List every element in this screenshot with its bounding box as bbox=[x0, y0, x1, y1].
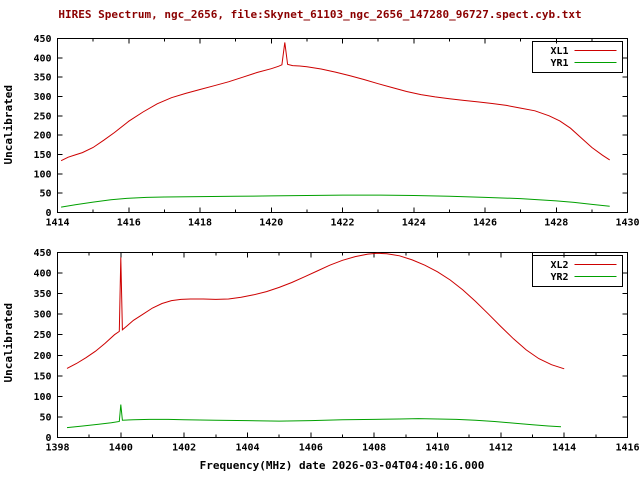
y-tick-label: 400 bbox=[33, 269, 51, 280]
y-tick-label: 300 bbox=[33, 310, 51, 321]
x-tick-label: 1398 bbox=[45, 443, 69, 454]
y-tick-label: 350 bbox=[33, 289, 51, 300]
legend-label-xl2: XL2 bbox=[550, 260, 568, 271]
x-tick-label: 1414 bbox=[45, 218, 69, 229]
panel-group: 1398 1400 1402 1404 1406 1408 1410 1412 1414 1416… bbox=[33, 248, 639, 454]
panel-group: 1414 1416 1418 1420 1422 1424 1426 1428 1430 0 50 1… bbox=[33, 34, 639, 229]
x-tick-label: 1422 bbox=[330, 218, 354, 229]
x-tick-label: 1402 bbox=[172, 443, 196, 454]
series-line-yr1 bbox=[61, 194, 610, 208]
series-line-xl2 bbox=[66, 252, 565, 370]
bottom-panel: 1398 1400 1402 1404 1406 1408 1410 1412 1414 1416… bbox=[33, 248, 639, 454]
x-tick-label: 1414 bbox=[552, 443, 576, 454]
legend-box bbox=[532, 255, 623, 287]
y-tick-label: 200 bbox=[33, 351, 51, 362]
y-tick-label: 50 bbox=[39, 189, 51, 200]
x-tick-label: 1420 bbox=[259, 218, 283, 229]
x-tick-label: 1418 bbox=[188, 218, 212, 229]
y-tick-label: 450 bbox=[33, 248, 51, 259]
x-tick-label: 1428 bbox=[544, 218, 568, 229]
x-tick-label: 1426 bbox=[473, 218, 497, 229]
y-tick-label: 150 bbox=[33, 150, 51, 161]
x-tick-label: 1410 bbox=[425, 443, 449, 454]
y-tick-label: 300 bbox=[33, 92, 51, 103]
x-axis-label: Frequency(MHz) date 2026-03-04T04:40:16.… bbox=[199, 459, 485, 472]
y-tick-label: 250 bbox=[33, 111, 51, 122]
legend-label-xl1: XL1 bbox=[550, 46, 568, 57]
y-tick-label: 200 bbox=[33, 131, 51, 142]
y-tick-label: 450 bbox=[33, 34, 51, 45]
y-tick-label: 0 bbox=[45, 433, 51, 444]
x-tick-label: 1416 bbox=[615, 443, 639, 454]
legend-box bbox=[532, 41, 623, 73]
top-panel: 1414 1416 1418 1420 1422 1424 1426 1428 1430 0 50 1… bbox=[33, 34, 639, 229]
legend-label-yr2: YR2 bbox=[550, 272, 568, 283]
y-tick-label: 400 bbox=[33, 53, 51, 64]
y-tick-label: 100 bbox=[33, 392, 51, 403]
x-tick-label: 1424 bbox=[402, 218, 426, 229]
plot-border bbox=[57, 38, 628, 213]
x-tick-label: 1416 bbox=[117, 218, 141, 229]
y-tick-label: 50 bbox=[39, 412, 51, 423]
x-tick-label: 1400 bbox=[109, 443, 133, 454]
series-line-yr2 bbox=[66, 404, 562, 429]
x-tick-label: 1430 bbox=[615, 218, 639, 229]
y-tick-label: 250 bbox=[33, 330, 51, 341]
x-tick-label: 1404 bbox=[235, 443, 259, 454]
plot-border bbox=[57, 252, 628, 438]
series-line-xl1 bbox=[60, 42, 610, 162]
x-tick-label: 1408 bbox=[362, 443, 386, 454]
y-tick-label: 350 bbox=[33, 73, 51, 84]
figure-title: HIRES Spectrum, ngc_2656, file:Skynet_61… bbox=[58, 8, 582, 21]
legend-label-yr1: YR1 bbox=[550, 58, 568, 69]
x-tick-label: 1412 bbox=[489, 443, 513, 454]
y-tick-label: 100 bbox=[33, 169, 51, 180]
y-tick-label: 150 bbox=[33, 371, 51, 382]
y-tick-label: 0 bbox=[45, 208, 51, 219]
x-tick-label: 1406 bbox=[299, 443, 323, 454]
